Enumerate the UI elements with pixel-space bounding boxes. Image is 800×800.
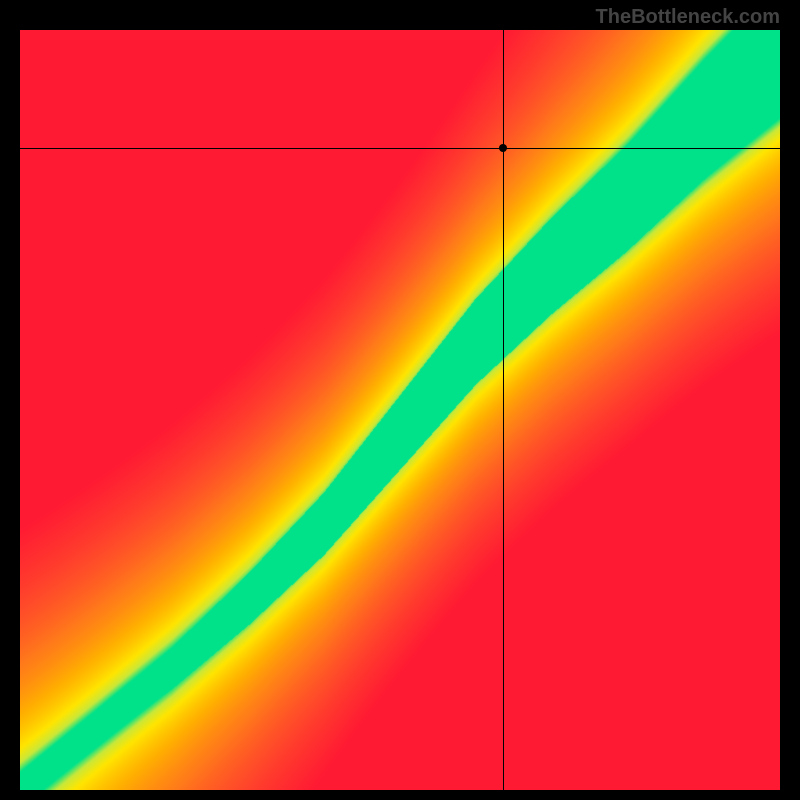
crosshair-horizontal	[20, 148, 780, 149]
crosshair-marker	[499, 144, 507, 152]
plot-area	[20, 30, 780, 790]
watermark-text: TheBottleneck.com	[596, 6, 780, 29]
chart-container: TheBottleneck.com	[0, 0, 800, 800]
heatmap-canvas	[20, 30, 780, 790]
